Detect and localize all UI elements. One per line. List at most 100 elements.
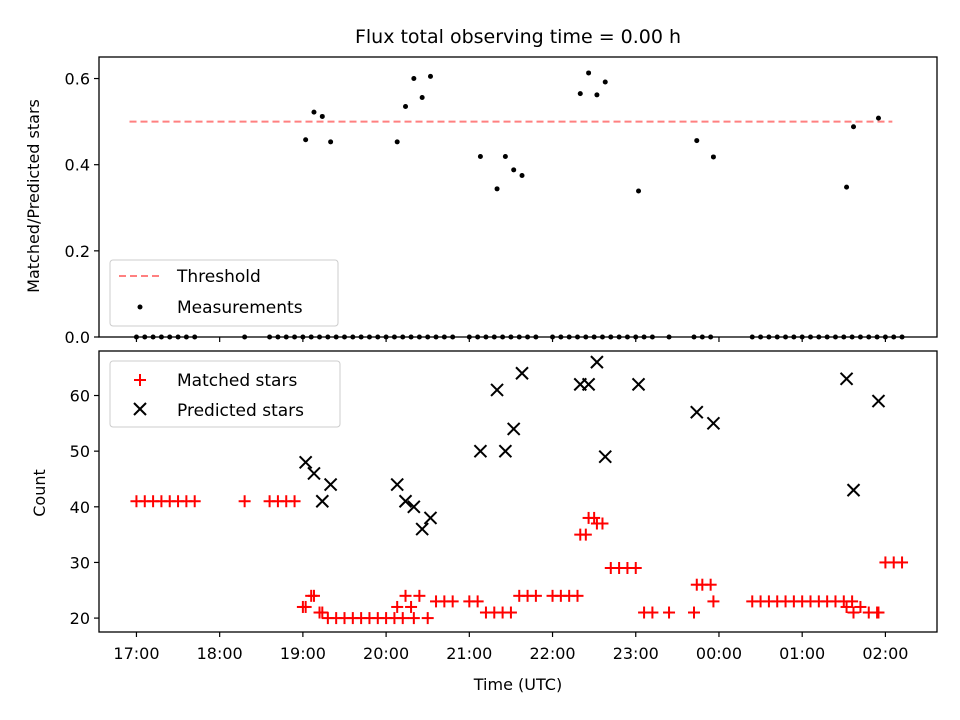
count-y-tick-label: 40 [70,498,90,517]
count-y-ticks: 20 30 40 50 60 [70,387,99,628]
predicted-star-point [473,444,488,458]
predicted-star-point [846,483,861,497]
matched-star-point [571,589,584,602]
count-y-tick-label: 50 [70,442,90,461]
matched-star-point [582,511,595,524]
x-tick-label: 20:00 [363,644,409,663]
ratio-legend: Threshold Measurements [109,259,339,327]
x-tick-label: 22:00 [529,644,575,663]
measurement-point [511,167,517,173]
measurement-point [394,139,400,145]
legend-matched-swatch [134,374,146,386]
predicted-star-point [506,422,521,436]
predicted-star-point [323,477,338,492]
x-tick-label: 23:00 [613,644,659,663]
matched-star-point [316,606,329,619]
measurement-point [419,94,425,100]
matched-star-point [413,589,426,602]
matched-star-point [399,589,412,602]
matched-star-point [188,495,201,508]
measurement-point [586,70,592,76]
matched-star-point [629,562,642,575]
predicted-star-point [598,450,612,464]
predicted-star-point [407,500,421,514]
ratio-y-tick-label: 0.0 [65,328,90,347]
measurement-point [694,138,700,144]
ratio-marks [129,70,905,340]
matched-star-point [872,606,885,619]
matched-star-point [407,612,420,625]
predicted-star-point [690,405,704,419]
predicted-star-point [390,477,404,492]
predicted-star-point [490,383,504,397]
measurement-point [311,109,317,115]
ratio-y-ticks: 0.0 0.2 0.4 0.6 [65,70,99,347]
matched-star-point [707,595,720,608]
measurement-point [303,137,309,143]
legend-threshold-label: Threshold [176,267,261,287]
x-tick-label: 18:00 [197,644,243,663]
chart-title: Flux total observing time = 0.00 h [355,26,681,48]
matched-star-point [854,600,867,613]
predicted-star-point [307,466,321,481]
predicted-star-point [315,494,330,508]
measurement-point [502,154,508,160]
matched-star-point [896,556,909,569]
measurement-point [403,104,409,110]
matched-star-point [690,578,703,591]
predicted-star-point [706,416,721,431]
measurement-point [319,113,325,119]
matched-star-point [590,517,603,530]
ratio-panel: Flux total observing time = 0.00 h 0.00.… [24,26,938,347]
measurement-point [851,124,857,130]
matched-star-point [529,589,542,602]
predicted-star-point [498,444,513,458]
predicted-star-point [398,494,413,508]
legend-matched-label: Matched stars [177,371,297,391]
measurement-point [594,92,600,98]
predicted-star-point [590,355,604,369]
legend-predicted-swatch [133,402,147,416]
predicted-star-point [515,366,529,380]
predicted-star-point [581,377,596,392]
measurement-point [875,115,881,121]
matched-star-point [471,595,484,608]
x-tick-label: 21:00 [446,644,492,663]
matched-star-point [504,606,517,619]
predicted-star-point [871,394,886,408]
measurement-point [411,76,417,82]
legend-measurements-swatch [137,304,143,310]
matched-star-point [405,600,418,613]
matched-star-point [446,595,459,608]
matched-star-point [704,578,717,591]
count-x-ticks: 17:00 18:00 19:00 20:00 21:00 22:00 23:00 00:00… [113,632,908,663]
matched-star-point [299,600,312,613]
count-legend-box [109,360,341,428]
ratio-y-axis-label: Matched/Predicted stars [24,99,43,293]
matched-star-point [238,495,251,508]
count-legend: Matched stars Predicted stars [109,360,341,428]
matched-star-point [688,606,701,619]
count-y-tick-label: 30 [70,553,90,572]
matched-star-point [646,606,659,619]
x-tick-label: 00:00 [696,644,742,663]
matched-star-point [421,612,434,625]
measurement-point [602,79,608,85]
matched-star-point [847,606,860,619]
measurement-point [494,186,500,192]
ratio-x-ticks [135,337,887,342]
matched-star-point [391,600,404,613]
x-tick-label: 17:00 [113,644,159,663]
matched-star-point [574,528,587,541]
predicted-star-point [423,511,438,525]
measurement-point [844,184,850,190]
legend-measurements-label: Measurements [177,298,303,318]
measurement-point [328,139,334,145]
matched-star-point [288,495,301,508]
ratio-legend-box [109,259,339,327]
predicted-star-point [298,455,313,469]
ratio-y-tick-label: 0.6 [65,70,90,89]
x-tick-label: 01:00 [779,644,825,663]
count-marks [130,355,909,625]
matched-star-point [840,600,853,613]
